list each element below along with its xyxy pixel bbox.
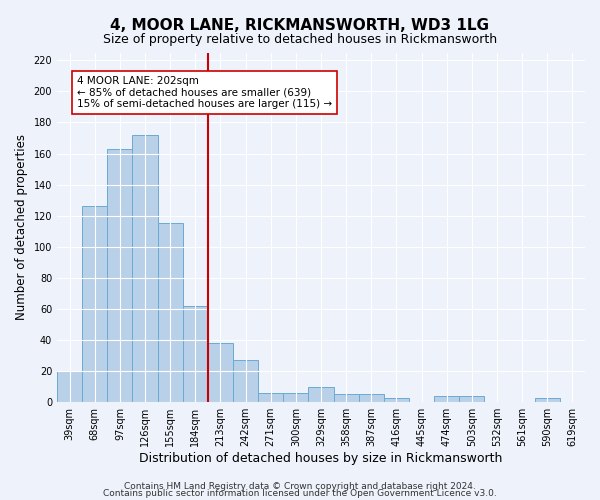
Text: Size of property relative to detached houses in Rickmansworth: Size of property relative to detached ho…	[103, 32, 497, 46]
Bar	[82, 206, 107, 402]
Text: Contains HM Land Registry data © Crown copyright and database right 2024.: Contains HM Land Registry data © Crown c…	[124, 482, 476, 491]
Bar	[434, 396, 459, 402]
Text: Contains public sector information licensed under the Open Government Licence v3: Contains public sector information licen…	[103, 489, 497, 498]
Bar	[208, 343, 233, 402]
Bar	[107, 149, 133, 402]
Bar	[183, 306, 208, 402]
Bar	[258, 393, 283, 402]
Bar	[384, 398, 409, 402]
Bar	[459, 396, 484, 402]
Bar	[133, 135, 158, 402]
Text: 4, MOOR LANE, RICKMANSWORTH, WD3 1LG: 4, MOOR LANE, RICKMANSWORTH, WD3 1LG	[110, 18, 490, 32]
Bar	[308, 386, 334, 402]
Bar	[57, 371, 82, 402]
Bar	[334, 394, 359, 402]
Bar	[158, 224, 183, 402]
Bar	[233, 360, 258, 402]
Y-axis label: Number of detached properties: Number of detached properties	[15, 134, 28, 320]
Bar	[359, 394, 384, 402]
Text: 4 MOOR LANE: 202sqm
← 85% of detached houses are smaller (639)
15% of semi-detac: 4 MOOR LANE: 202sqm ← 85% of detached ho…	[77, 76, 332, 109]
X-axis label: Distribution of detached houses by size in Rickmansworth: Distribution of detached houses by size …	[139, 452, 503, 465]
Bar	[283, 393, 308, 402]
Bar	[535, 398, 560, 402]
